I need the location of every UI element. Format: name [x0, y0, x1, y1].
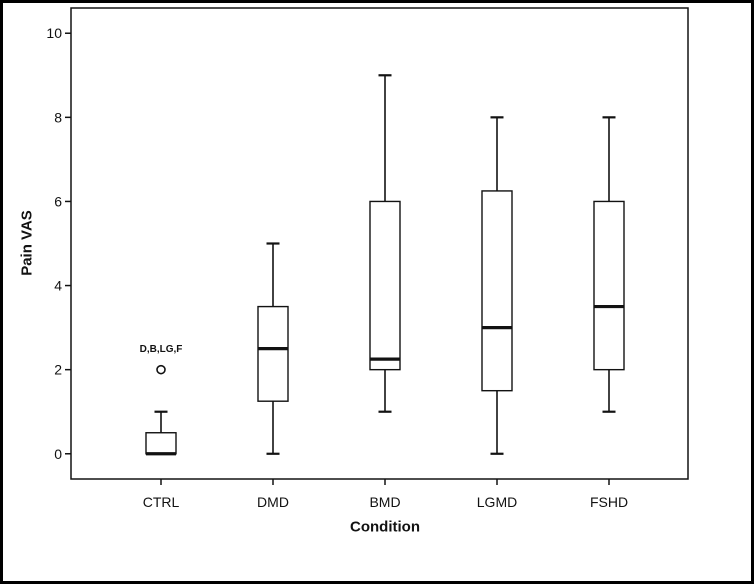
outlier-annotation: D,B,LG,F: [140, 344, 183, 355]
y-tick-label: 4: [54, 278, 62, 294]
plot-frame: [70, 7, 689, 480]
x-tick-label: CTRL: [143, 494, 180, 510]
y-tick-label: 0: [54, 446, 62, 462]
y-tick-label: 8: [54, 109, 62, 125]
x-tick-label: DMD: [257, 494, 289, 510]
boxplot-box-ctrl: [145, 432, 177, 455]
boxplot-box-bmd: [369, 200, 401, 371]
boxplot-box-fshd: [593, 200, 625, 371]
boxplot-box-lgmd: [481, 190, 513, 392]
y-tick-label: 2: [54, 362, 62, 378]
y-axis-title: Pain VAS: [18, 210, 36, 276]
x-tick-label: BMD: [369, 494, 400, 510]
y-tick-label: 6: [54, 193, 62, 209]
x-tick-label: FSHD: [590, 494, 628, 510]
x-axis-title: Condition: [350, 518, 420, 536]
chart-canvas: 0 2 4 6 8 10 CTRL DMD BMD LGMD FSHD D,B,LG,F: [46, 7, 689, 510]
outlier-point: [156, 364, 166, 375]
x-tick-label: LGMD: [477, 494, 517, 510]
y-tick-label: 10: [46, 25, 62, 41]
boxplot-box-dmd: [257, 305, 289, 402]
